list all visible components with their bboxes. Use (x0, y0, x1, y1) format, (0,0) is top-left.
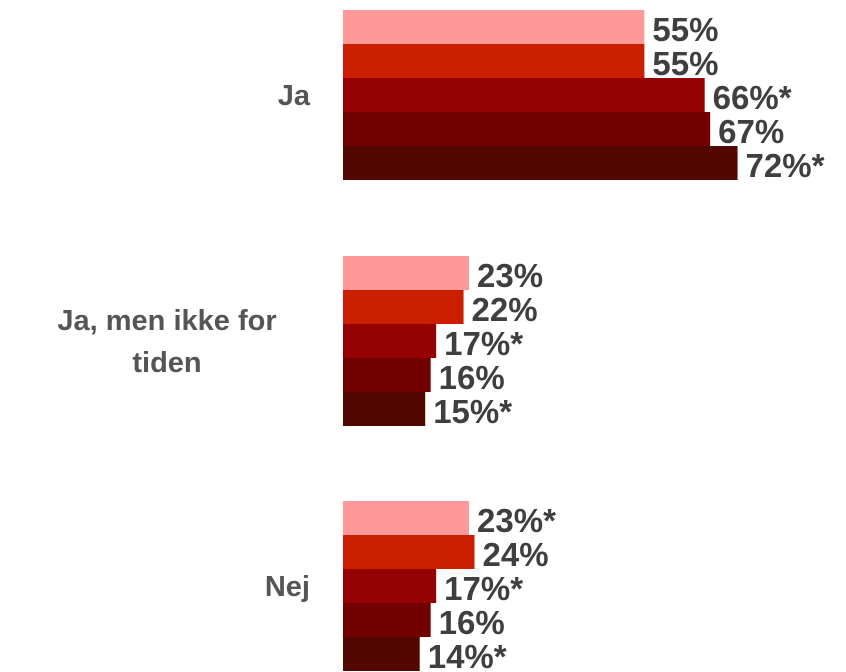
bar (343, 290, 464, 324)
category-label-line: Nej (265, 571, 310, 603)
value-label: 23% (477, 257, 543, 294)
category-label-line: Ja (278, 80, 311, 112)
category-label-line: tiden (132, 347, 201, 379)
bar (343, 256, 470, 290)
bar (343, 603, 431, 637)
value-label: 55% (652, 11, 718, 48)
category-labels: Ja Ja, men ikke for tiden Nej (57, 80, 310, 603)
bar (343, 78, 705, 112)
category-label: Ja, men ikke for tiden (57, 305, 276, 379)
value-label: 16% (439, 604, 505, 641)
value-label: 17%* (444, 325, 523, 362)
bar (343, 358, 431, 392)
category-label: Ja (278, 80, 311, 112)
value-label: 17%* (444, 570, 523, 607)
bar (343, 44, 645, 78)
bar (343, 501, 470, 535)
value-label: 55% (652, 45, 718, 82)
bar (343, 637, 420, 671)
value-label: 14%* (428, 638, 507, 672)
value-label: 66%* (713, 79, 792, 116)
bar (343, 535, 475, 569)
value-label: 72%* (746, 147, 825, 184)
value-label: 16% (439, 359, 505, 396)
value-label: 24% (483, 536, 549, 573)
value-label: 67% (718, 113, 784, 150)
bar (343, 324, 437, 358)
value-labels: 55%55%66%*67%72%*23%22%17%*16%15%*23%*24… (428, 11, 825, 672)
bars (343, 10, 738, 671)
value-label: 15%* (433, 393, 512, 430)
bar (343, 392, 426, 426)
bar (343, 112, 711, 146)
bar (343, 10, 645, 44)
category-label: Nej (265, 571, 310, 603)
bar (343, 146, 738, 180)
bar (343, 569, 437, 603)
value-label: 23%* (477, 502, 556, 539)
value-label: 22% (472, 291, 538, 328)
category-label-line: Ja, men ikke for (57, 305, 276, 337)
